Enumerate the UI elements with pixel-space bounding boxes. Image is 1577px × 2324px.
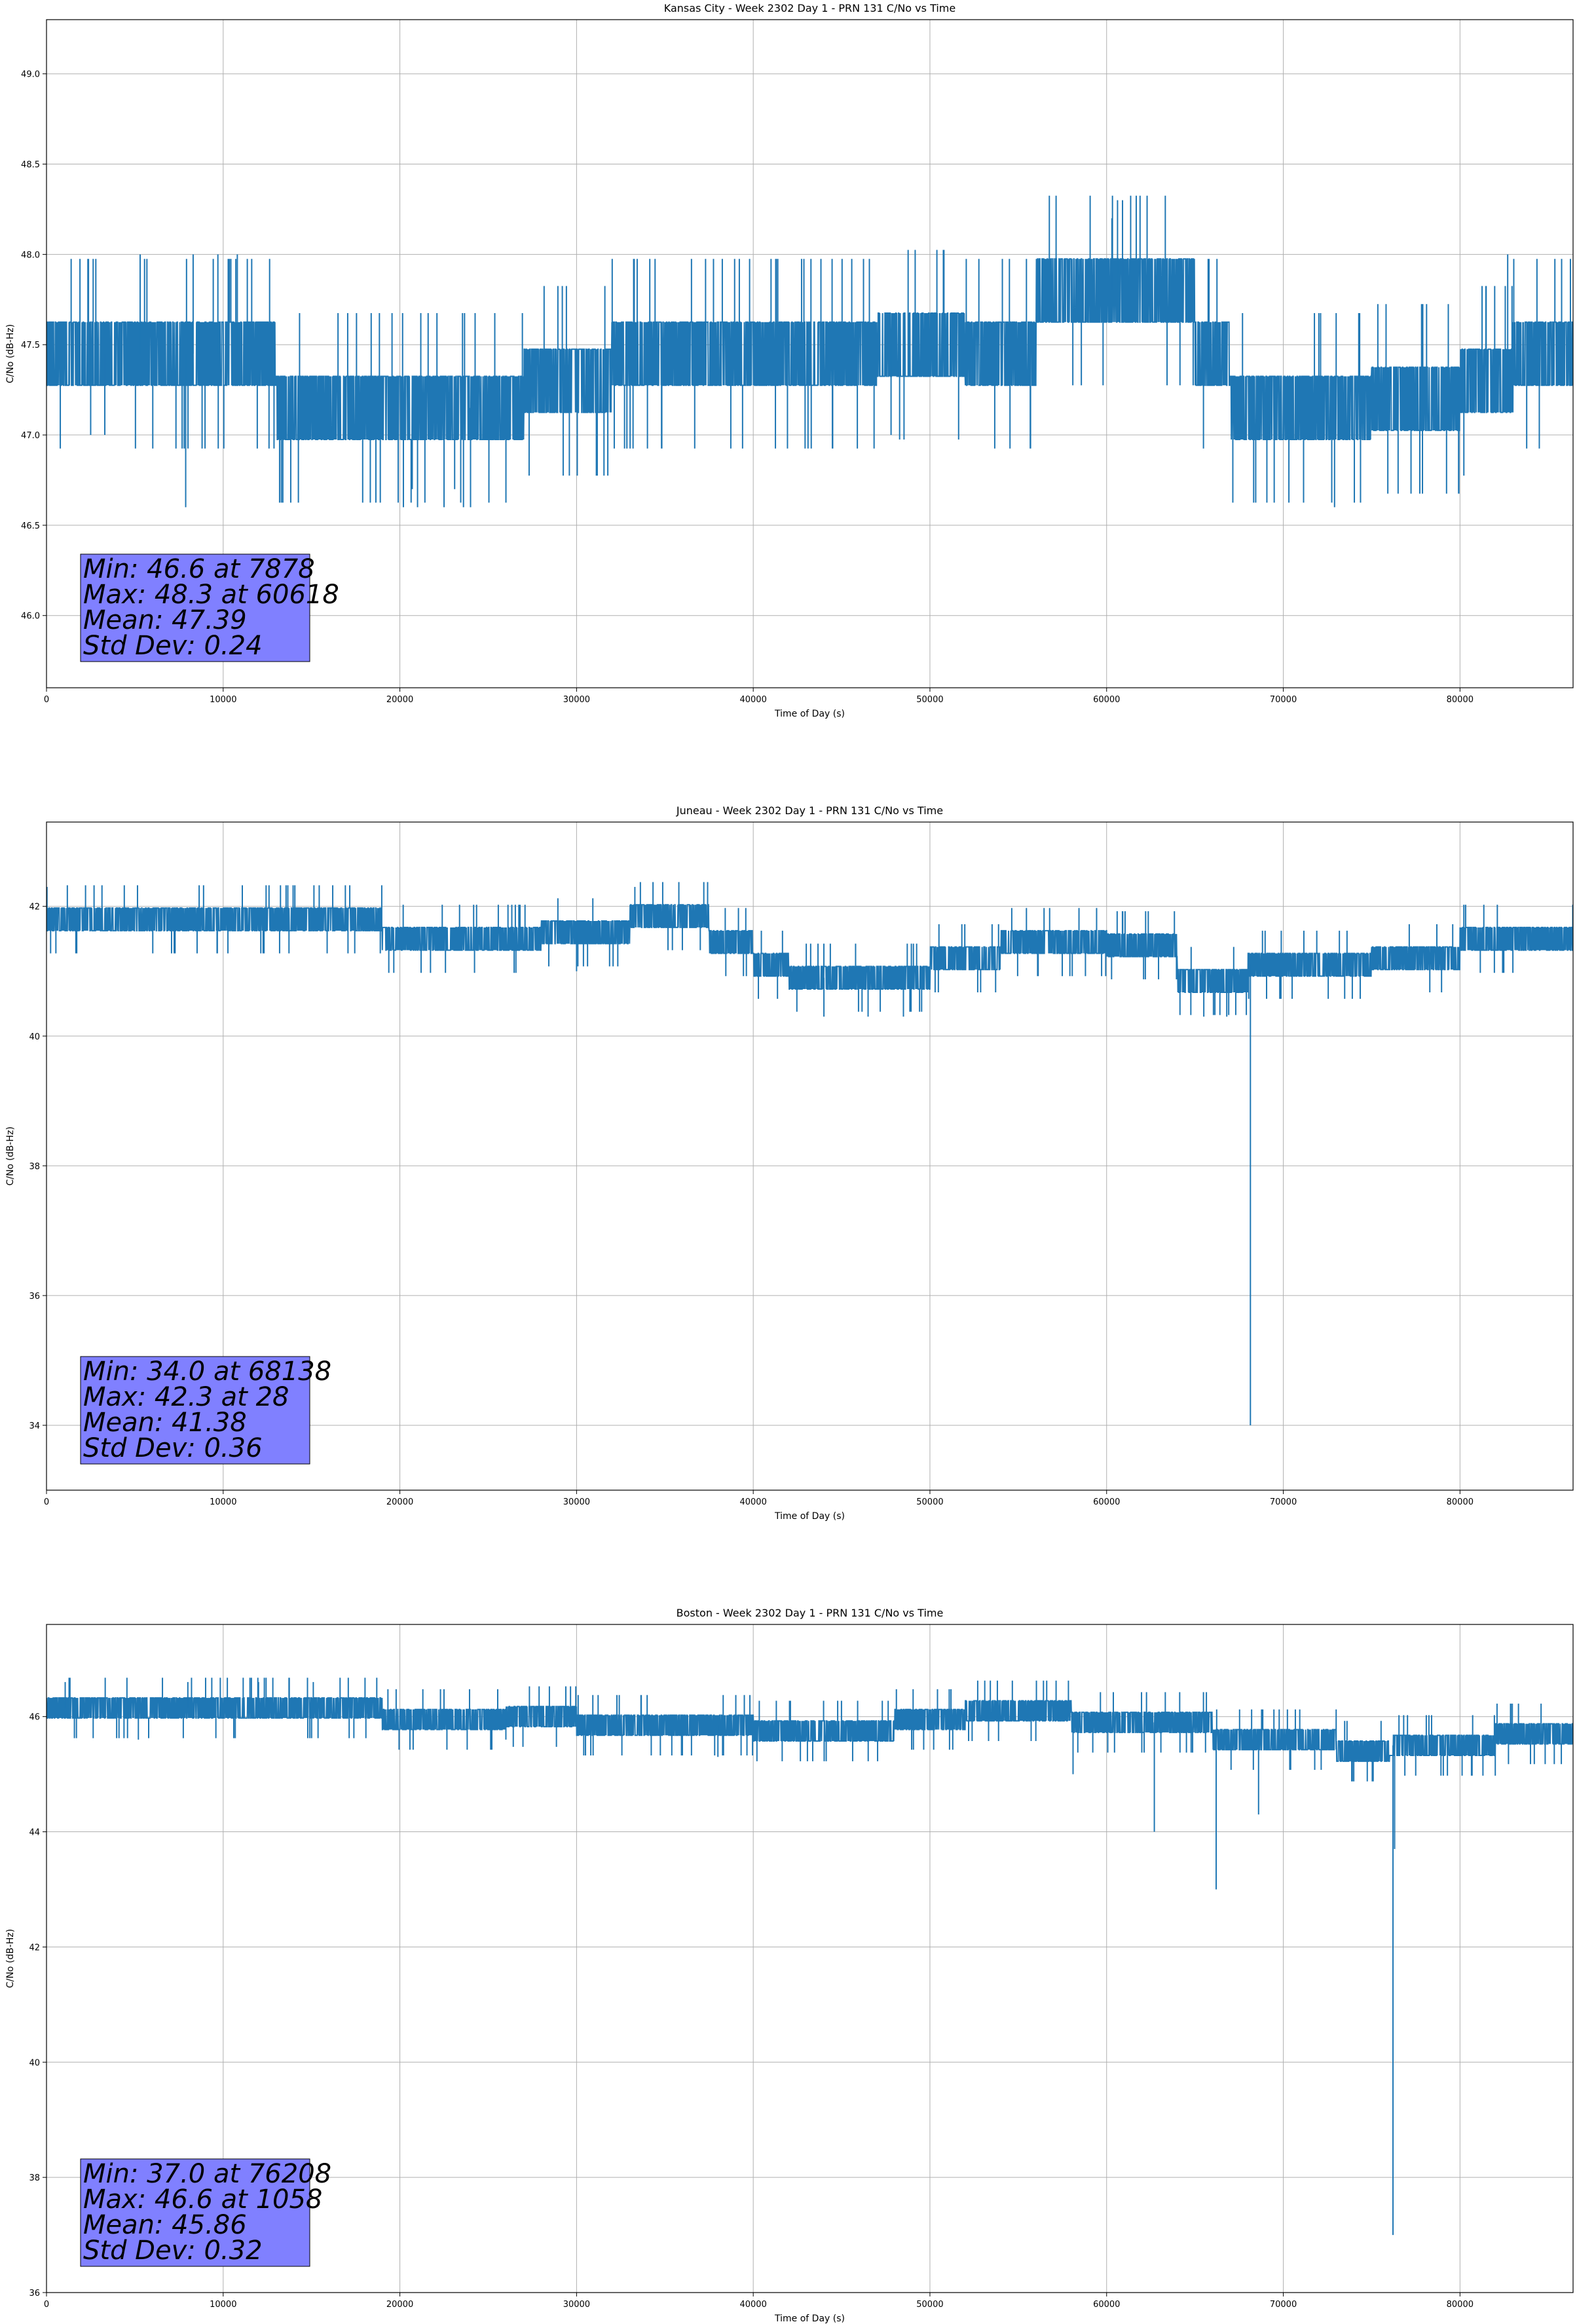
x-tick-label: 60000 [1093,2300,1120,2310]
y-tick-label: 42 [29,903,40,912]
stats-line: Max: 48.3 at 60618 [83,580,339,610]
y-tick-label: 44 [29,1828,40,1838]
chart-kansas-city: Kansas City - Week 2302 Day 1 - PRN 131 … [5,2,1574,719]
series-line [46,195,1573,503]
chart-boston: Boston - Week 2302 Day 1 - PRN 131 C/No … [5,1607,1574,2324]
y-tick-label: 34 [29,1421,40,1431]
x-tick-label: 60000 [1093,1497,1120,1507]
axes-frame [46,19,1574,688]
x-tick-label: 80000 [1447,695,1474,705]
x-tick-label: 10000 [210,1497,236,1507]
x-tick-label: 60000 [1093,695,1120,705]
stats-box-background [80,2158,310,2267]
y-tick-label: 48.5 [21,160,40,170]
y-tick-label: 42 [29,1943,40,1953]
axes-frame [46,1624,1574,2293]
x-tick-label: 70000 [1270,1497,1297,1507]
series-line [46,1677,1573,1782]
y-tick-label: 46.0 [21,612,40,622]
stats-line: Mean: 41.38 [83,1408,247,1438]
y-axis-label: C/No (dB-Hz) [5,1929,16,1988]
y-tick-label: 46 [29,1713,40,1723]
x-tick-label: 80000 [1447,2300,1474,2310]
stats-line: Std Dev: 0.24 [83,631,263,661]
x-tick-label: 50000 [916,1497,943,1507]
chart-title: Juneau - Week 2302 Day 1 - PRN 131 C/No … [676,804,943,817]
stats-line: Std Dev: 0.32 [83,2236,263,2266]
chart-title: Boston - Week 2302 Day 1 - PRN 131 C/No … [677,1607,944,1619]
y-tick-label: 38 [29,1162,40,1172]
series-line [46,882,1573,1015]
stats-box-background [80,1356,310,1465]
stats-line: Max: 46.6 at 1058 [83,2184,322,2215]
stats-line: Min: 37.0 at 76208 [83,2159,331,2189]
y-tick-label: 47.0 [21,431,40,441]
x-tick-label: 20000 [386,695,413,705]
x-tick-label: 0 [44,2300,49,2310]
x-axis-label: Time of Day (s) [774,1511,845,1522]
x-tick-label: 30000 [563,1497,590,1507]
y-axis-label: C/No (dB-Hz) [5,1127,16,1186]
x-tick-label: 70000 [1270,695,1297,705]
stats-line: Min: 46.6 at 7878 [83,554,315,584]
x-tick-label: 10000 [210,2300,236,2310]
x-tick-label: 70000 [1270,2300,1297,2310]
x-tick-label: 0 [44,695,49,705]
stats-box-background [80,553,310,662]
y-tick-label: 46.5 [21,521,40,531]
stats-line: Mean: 45.86 [83,2210,247,2240]
y-tick-label: 36 [29,2289,40,2298]
stats-line: Mean: 47.39 [83,605,247,635]
axes-frame [46,821,1574,1491]
chart-juneau: Juneau - Week 2302 Day 1 - PRN 131 C/No … [5,804,1574,1522]
x-tick-label: 20000 [386,2300,413,2310]
x-tick-label: 40000 [739,2300,766,2310]
chart-title: Kansas City - Week 2302 Day 1 - PRN 131 … [664,2,955,14]
x-tick-label: 10000 [210,695,236,705]
x-axis-label: Time of Day (s) [774,2314,845,2324]
x-tick-label: 40000 [739,695,766,705]
stats-line: Max: 42.3 at 28 [83,1382,289,1412]
x-tick-label: 50000 [916,2300,943,2310]
x-tick-label: 20000 [386,1497,413,1507]
y-tick-label: 40 [29,2058,40,2068]
x-tick-label: 30000 [563,695,590,705]
x-tick-label: 30000 [563,2300,590,2310]
x-tick-label: 40000 [739,1497,766,1507]
stats-line: Std Dev: 0.36 [83,1433,263,1463]
x-tick-label: 50000 [916,695,943,705]
y-tick-label: 40 [29,1032,40,1042]
y-axis-label: C/No (dB-Hz) [5,324,16,383]
y-tick-label: 36 [29,1292,40,1302]
stats-line: Min: 34.0 at 68138 [83,1357,331,1387]
y-tick-label: 47.5 [21,341,40,350]
x-tick-label: 0 [44,1497,49,1507]
x-tick-label: 80000 [1447,1497,1474,1507]
y-tick-label: 38 [29,2173,40,2183]
x-axis-label: Time of Day (s) [774,709,845,719]
y-tick-label: 49.0 [21,70,40,80]
y-tick-label: 48.0 [21,250,40,260]
